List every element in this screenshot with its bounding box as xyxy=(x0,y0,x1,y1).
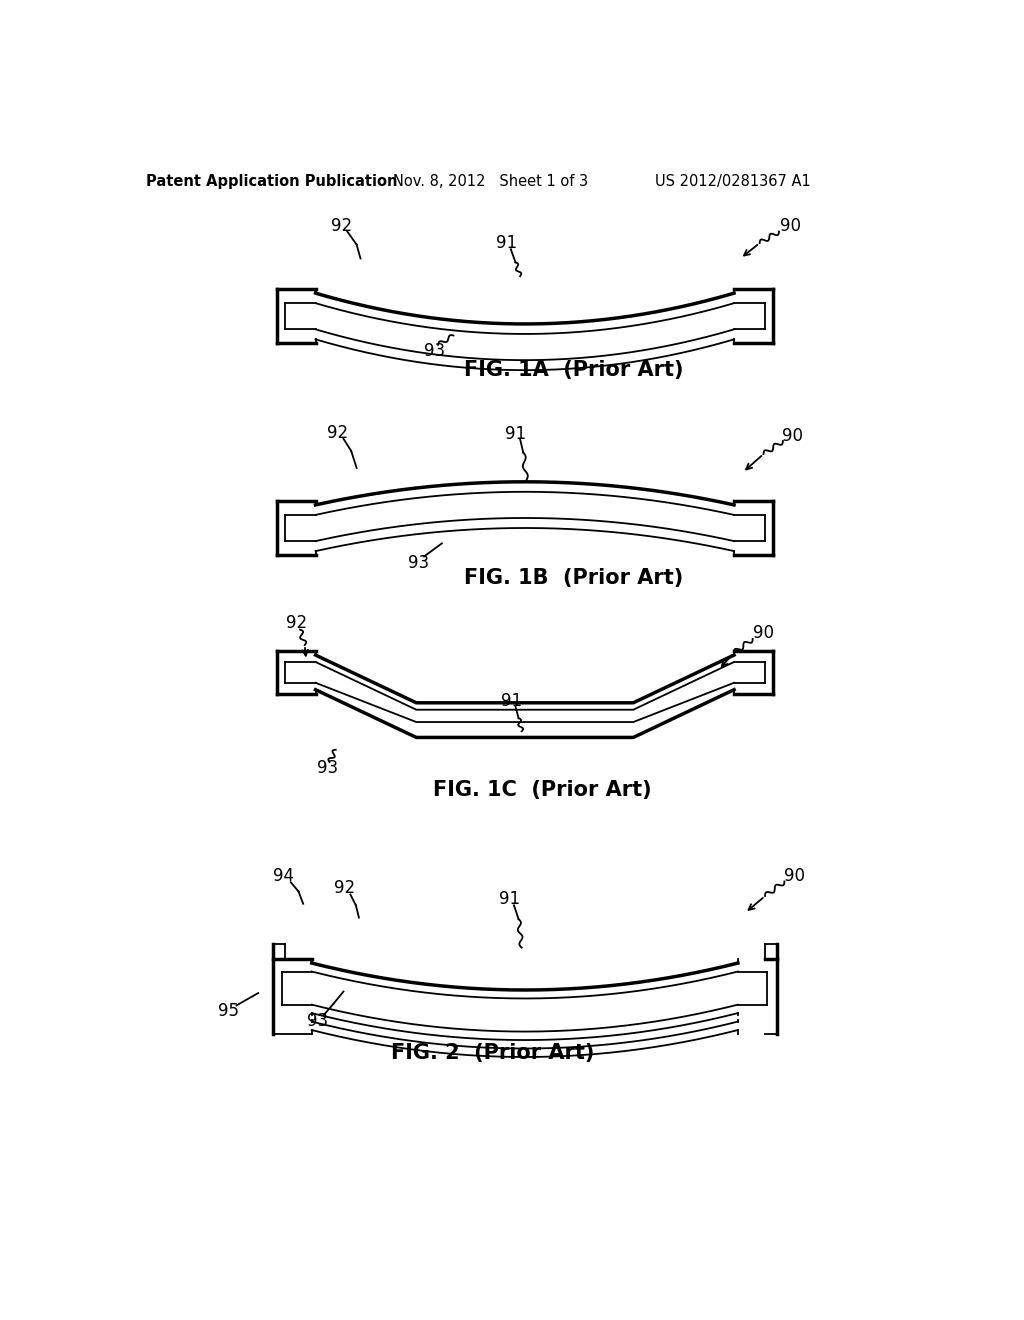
Text: 95: 95 xyxy=(218,1002,240,1020)
Text: 93: 93 xyxy=(424,342,444,360)
Text: 92: 92 xyxy=(331,218,351,235)
Text: FIG. 1A  (Prior Art): FIG. 1A (Prior Art) xyxy=(464,360,683,380)
Text: 93: 93 xyxy=(307,1012,329,1030)
Text: 92: 92 xyxy=(287,615,307,632)
Text: Patent Application Publication: Patent Application Publication xyxy=(145,174,397,189)
Text: FIG. 1C  (Prior Art): FIG. 1C (Prior Art) xyxy=(433,780,652,800)
Text: 93: 93 xyxy=(317,759,339,777)
Text: 91: 91 xyxy=(501,692,522,710)
Text: FIG. 2  (Prior Art): FIG. 2 (Prior Art) xyxy=(390,1043,594,1063)
Text: 92: 92 xyxy=(335,879,355,898)
Text: FIG. 1B  (Prior Art): FIG. 1B (Prior Art) xyxy=(464,568,683,587)
Text: 90: 90 xyxy=(753,624,774,643)
Text: 90: 90 xyxy=(784,867,805,884)
Text: Nov. 8, 2012   Sheet 1 of 3: Nov. 8, 2012 Sheet 1 of 3 xyxy=(393,174,588,189)
Text: 94: 94 xyxy=(272,867,294,884)
Text: US 2012/0281367 A1: US 2012/0281367 A1 xyxy=(654,174,810,189)
Text: 91: 91 xyxy=(496,234,517,252)
Text: 91: 91 xyxy=(505,425,526,444)
Text: 90: 90 xyxy=(780,218,801,235)
Text: 92: 92 xyxy=(327,424,348,442)
Text: 90: 90 xyxy=(782,426,804,445)
Text: 91: 91 xyxy=(499,890,520,908)
Text: 93: 93 xyxy=(408,553,429,572)
